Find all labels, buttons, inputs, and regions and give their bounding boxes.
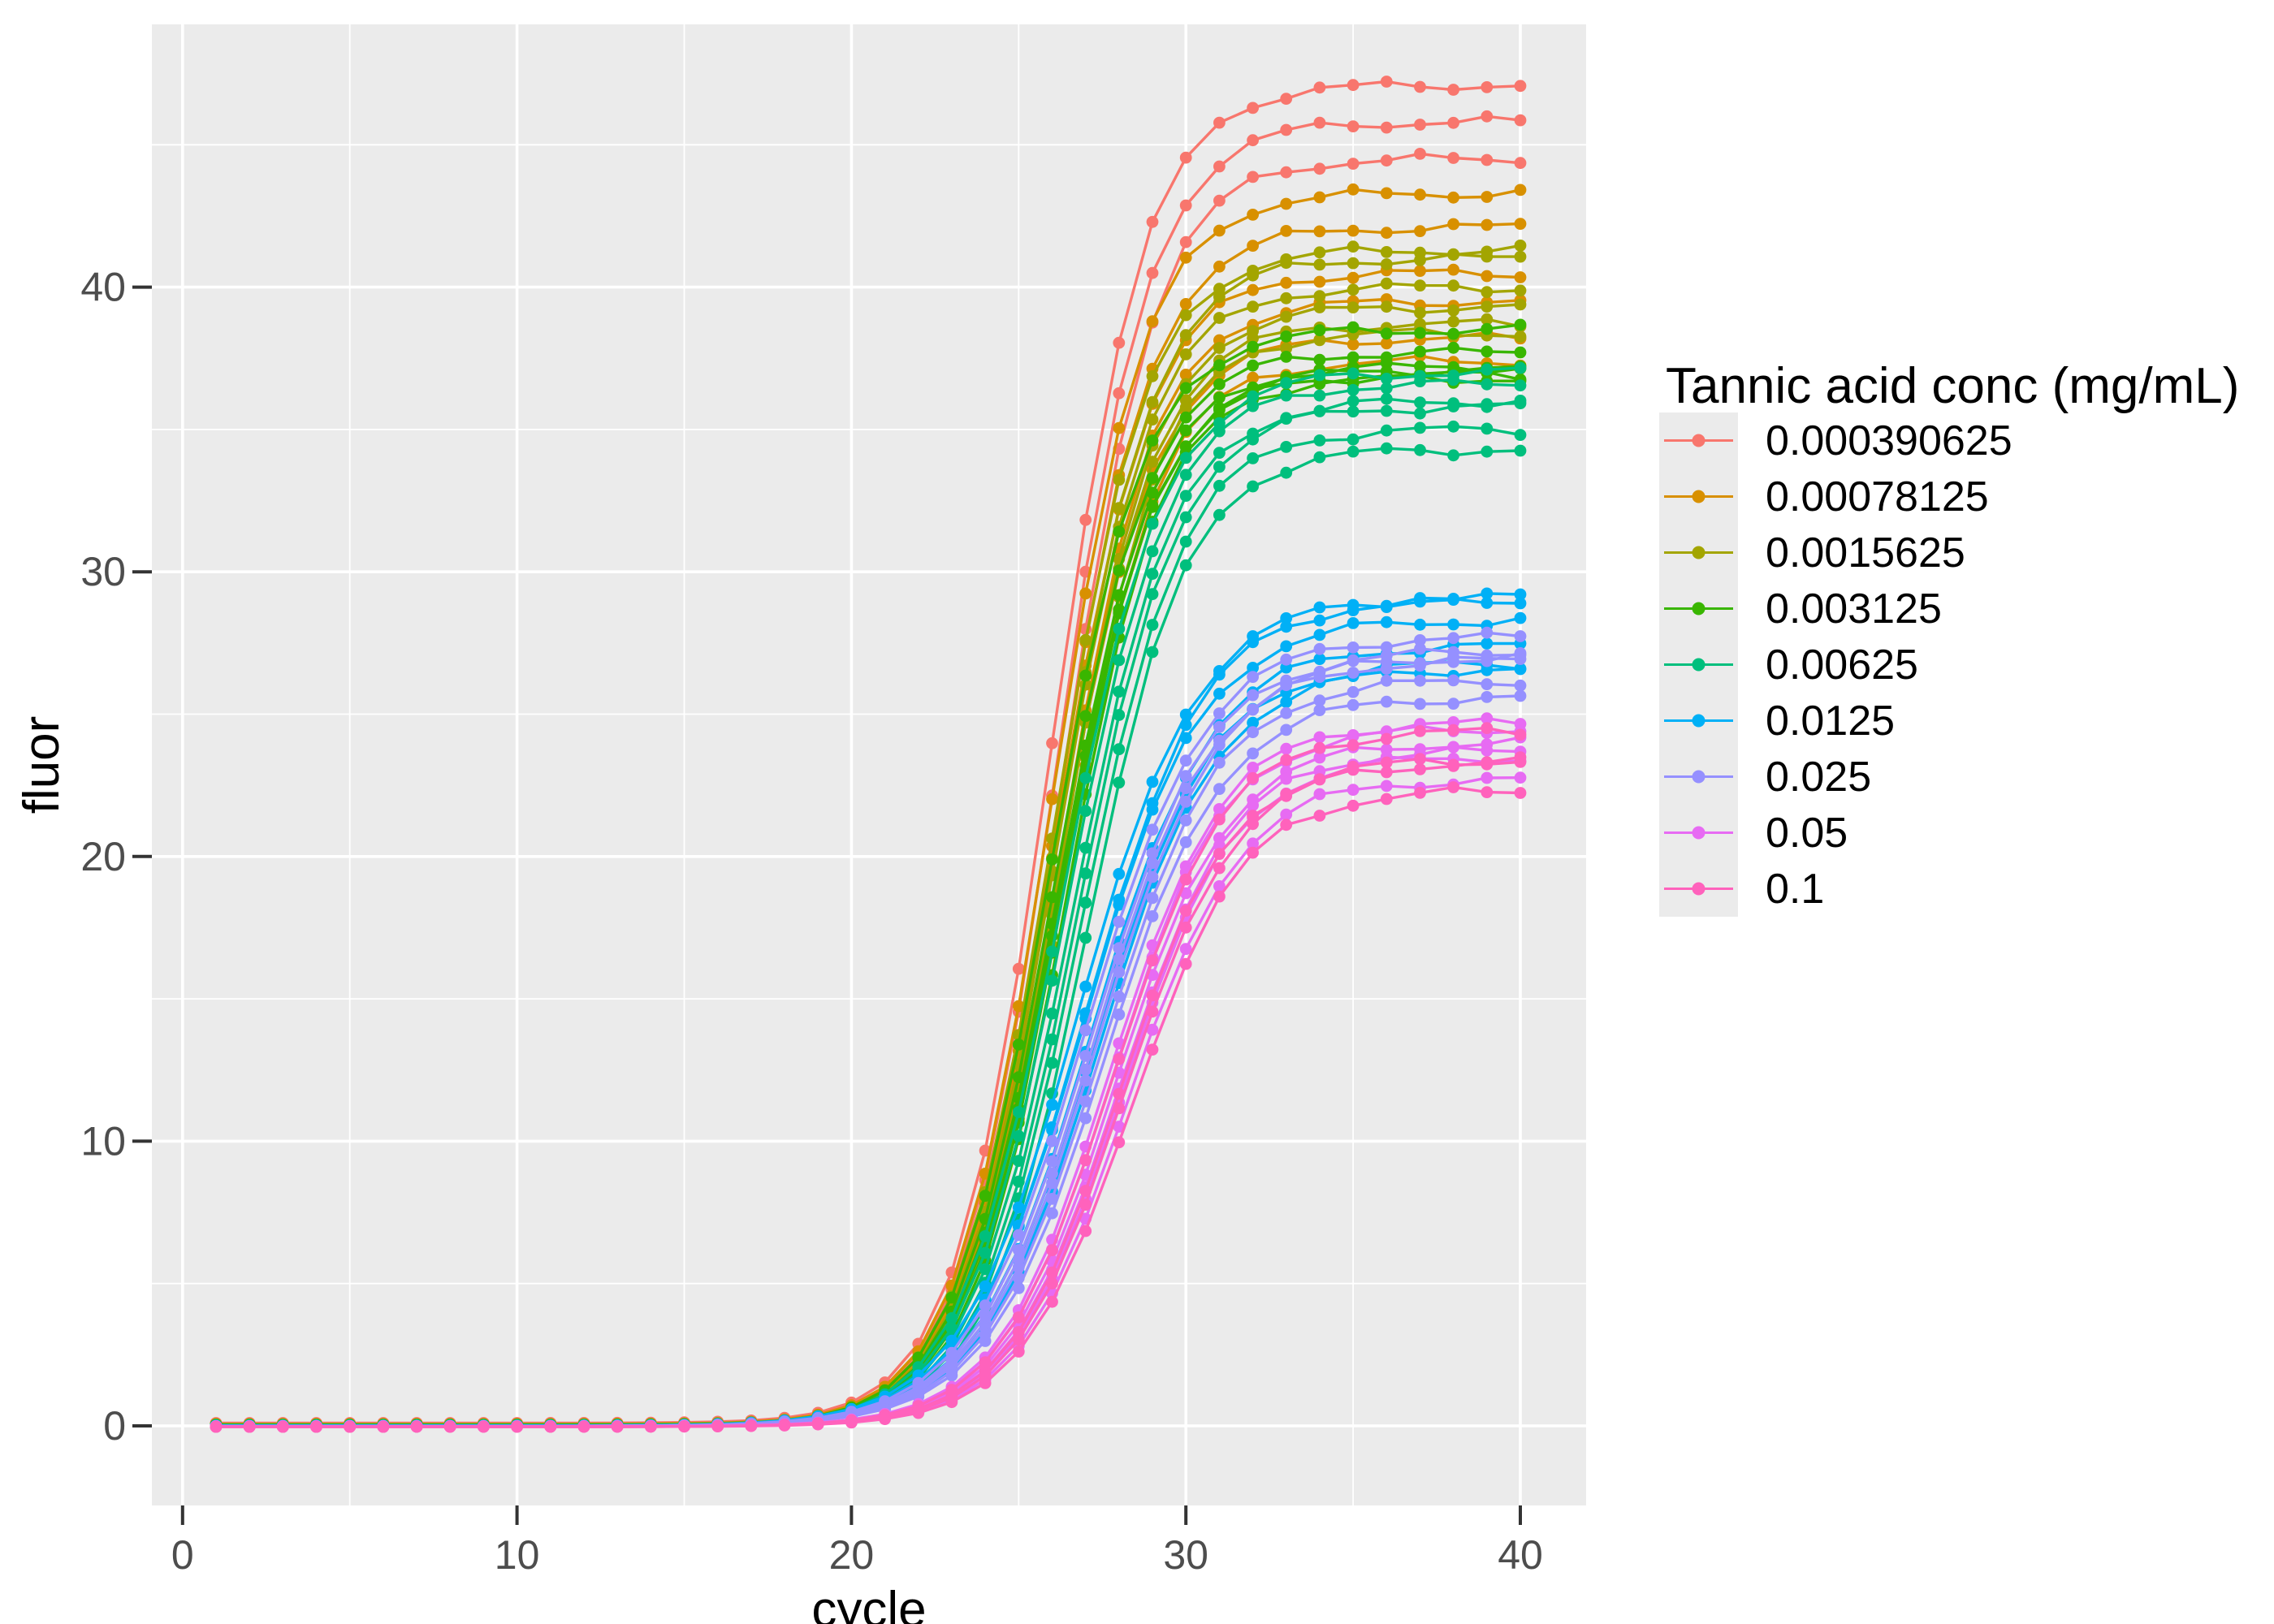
legend-key-swatch [1659, 525, 1738, 581]
legend-key-swatch [1659, 861, 1738, 917]
legend-key-swatch [1659, 693, 1738, 749]
y-tick-label: 30 [80, 549, 126, 594]
series-points [210, 781, 1527, 1433]
legend-label: 0.025 [1766, 753, 1872, 801]
y-tick-label: 40 [80, 265, 126, 310]
legend-item-0.00078125: 0.00078125 [1659, 469, 2012, 525]
minor-gridlines [152, 24, 1586, 1505]
legend-item-0.000390625: 0.000390625 [1659, 412, 2012, 469]
y-tick-label: 0 [103, 1403, 126, 1449]
legend-label: 0.00078125 [1766, 473, 1989, 520]
legend-item-0.0125: 0.0125 [1659, 693, 2012, 749]
x-tick-label: 10 [495, 1532, 540, 1578]
x-tick-label: 30 [1163, 1532, 1208, 1578]
x-axis-title: cycle [811, 1582, 927, 1624]
legend-label: 0.003125 [1766, 585, 1942, 633]
legend-key-swatch [1659, 749, 1738, 805]
series-line [216, 785, 1521, 1428]
legend-label: 0.1 [1766, 865, 1825, 913]
legend-label: 0.05 [1766, 809, 1848, 857]
x-tick-label: 40 [1498, 1532, 1543, 1578]
legend-item-0.003125: 0.003125 [1659, 581, 2012, 637]
legend-key-swatch [1659, 469, 1738, 525]
legend-item-0.1: 0.1 [1659, 861, 2012, 917]
legend-key-swatch [1659, 412, 1738, 469]
series-group-0.1 [210, 722, 1527, 1433]
legend-label: 0.000390625 [1766, 417, 2012, 464]
legend-item-0.025: 0.025 [1659, 749, 2012, 805]
x-tick-label: 0 [171, 1532, 194, 1578]
y-axis-title: fluor [14, 715, 70, 814]
legend-label: 0.0125 [1766, 697, 1896, 745]
legend-label: 0.00625 [1766, 641, 1918, 689]
legend-label: 0.0015625 [1766, 529, 1965, 577]
legend-key-swatch [1659, 581, 1738, 637]
x-tick-label: 20 [829, 1532, 875, 1578]
y-tick-label: 20 [80, 834, 126, 879]
axis-ticks [132, 285, 1522, 1525]
legend-key-swatch [1659, 637, 1738, 693]
legend-key-swatch [1659, 805, 1738, 861]
legend-item-0.00625: 0.00625 [1659, 637, 2012, 693]
legend-title: Tannic acid conc (mg/mL) [1666, 358, 2240, 414]
legend-item-0.05: 0.05 [1659, 805, 2012, 861]
y-tick-label: 10 [80, 1118, 126, 1164]
legend-item-0.0015625: 0.0015625 [1659, 525, 2012, 581]
legend-keys: 0.000390625 0.00078125 0.0015625 0.003125 0.… [1659, 412, 2012, 917]
